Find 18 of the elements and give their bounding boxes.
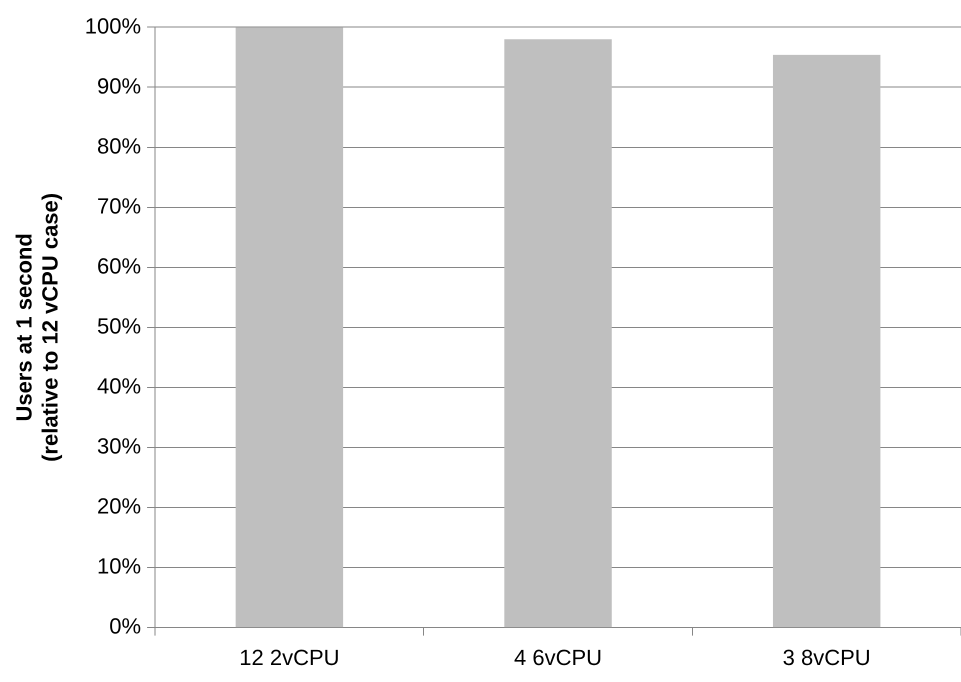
y-tick-label: 20%: [97, 494, 142, 519]
y-axis-title: Users at 1 second (relative to 12 vCPU case): [11, 192, 63, 462]
bar: [504, 39, 612, 628]
x-tick-label: 4 6vCPU: [514, 644, 602, 670]
y-tick-label: 100%: [84, 13, 142, 38]
y-tick-label: 80%: [97, 133, 142, 158]
y-tick-label: 70%: [97, 193, 142, 218]
bar: [772, 54, 880, 628]
x-tick-label: 12 2vCPU: [239, 644, 340, 670]
y-tick-label: 40%: [97, 374, 142, 399]
y-tick-label: 50%: [97, 313, 142, 338]
y-tick-label: 90%: [97, 73, 142, 98]
y-tick-label: 30%: [97, 434, 142, 459]
y-tick-label: 10%: [97, 554, 142, 579]
bar: [236, 27, 344, 628]
y-tick-label: 60%: [97, 253, 142, 278]
y-tick-label: 0%: [109, 614, 142, 639]
x-tick-label: 3 8vCPU: [782, 644, 871, 670]
